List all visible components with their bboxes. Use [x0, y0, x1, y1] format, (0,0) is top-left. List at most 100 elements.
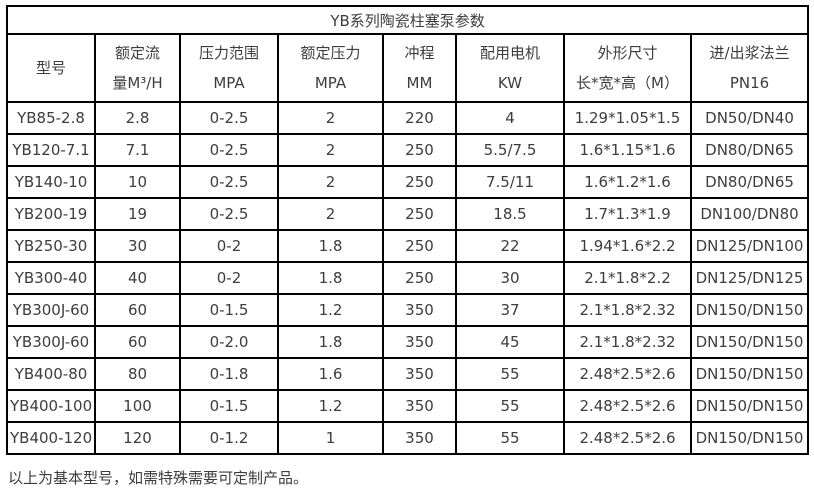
- table-row: YB140-10 10 0-2.5 2 250 7.5/11 1.6*1.2*1.6 DN80…: [6, 165, 810, 199]
- column-header-line: 额定流: [114, 44, 160, 62]
- column-header-model: 型号: [6, 33, 96, 103]
- column-header-pressure-range: 压力范围 MPA: [179, 33, 279, 103]
- cell-model: YB400-80: [6, 357, 96, 391]
- column-header-line: 型号: [35, 59, 66, 77]
- cell-pressure-range: 0-1.5: [179, 293, 279, 327]
- column-header-stroke: 冲程 MM: [382, 33, 457, 103]
- cell-rated-flow: 60: [94, 325, 181, 359]
- cell-rated-pressure: 2: [277, 101, 384, 135]
- cell-motor: 5.5/7.5: [455, 133, 565, 167]
- cell-dimensions: 2.1*1.8*2.32: [563, 325, 692, 359]
- cell-model: YB300J-60: [6, 293, 96, 327]
- cell-motor: 55: [455, 357, 565, 391]
- cell-rated-flow: 7.1: [94, 133, 181, 167]
- table-row: YB85-2.8 2.8 0-2.5 2 220 4 1.29*1.05*1.5 DN50/D…: [6, 101, 810, 135]
- pump-spec-table: YB系列陶瓷柱塞泵参数 型号 额定流 量M³/H 压力范围 MPA 额定压力 MPA 冲程 MM…: [5, 5, 810, 455]
- table-row: YB250-30 30 0-2 1.8 250 22 1.94*1.6*2.2 DN125/D…: [6, 229, 810, 263]
- column-header-line: PN16: [729, 74, 770, 92]
- column-header-line: 量M³/H: [112, 74, 163, 92]
- column-header-line: 额定压力: [300, 44, 361, 62]
- cell-rated-pressure: 1: [277, 421, 384, 455]
- cell-rated-pressure: 1.2: [277, 389, 384, 423]
- cell-stroke: 250: [382, 165, 457, 199]
- cell-rated-flow: 10: [94, 165, 181, 199]
- cell-rated-flow: 80: [94, 357, 181, 391]
- cell-model: YB300-40: [6, 261, 96, 295]
- cell-rated-pressure: 1.6: [277, 357, 384, 391]
- column-header-line: 冲程: [404, 44, 435, 62]
- cell-stroke: 250: [382, 197, 457, 231]
- cell-model: YB85-2.8: [6, 101, 96, 135]
- cell-flange: DN150/DN150: [689, 325, 810, 359]
- cell-stroke: 250: [382, 261, 457, 295]
- cell-model: YB400-100: [6, 389, 96, 423]
- cell-motor: 37: [455, 293, 565, 327]
- cell-dimensions: 1.7*1.3*1.9: [563, 197, 692, 231]
- column-header-line: 外形尺寸: [597, 44, 658, 62]
- cell-model: YB250-30: [6, 229, 96, 263]
- table-row: YB300J-60 60 0-2.0 1.8 350 45 2.1*1.8*2.32 DN15…: [6, 325, 810, 359]
- cell-dimensions: 2.48*2.5*2.6: [563, 389, 692, 423]
- cell-rated-flow: 2.8: [94, 101, 181, 135]
- cell-pressure-range: 0-1.8: [179, 357, 279, 391]
- cell-flange: DN80/DN65: [689, 133, 810, 167]
- cell-pressure-range: 0-2.5: [179, 101, 279, 135]
- cell-model: YB400-120: [6, 421, 96, 455]
- cell-rated-pressure: 1.8: [277, 325, 384, 359]
- cell-dimensions: 2.48*2.5*2.6: [563, 357, 692, 391]
- column-header-flange: 进/出浆法兰 PN16: [689, 33, 810, 103]
- cell-pressure-range: 0-2.5: [179, 165, 279, 199]
- column-header-line: 压力范围: [198, 44, 259, 62]
- cell-flange: DN125/DN125: [689, 261, 810, 295]
- table-row: YB400-120 120 0-1.2 1 350 55 2.48*2.5*2.6 DN150…: [6, 421, 810, 455]
- cell-rated-pressure: 2: [277, 133, 384, 167]
- cell-motor: 45: [455, 325, 565, 359]
- cell-motor: 22: [455, 229, 565, 263]
- cell-flange: DN150/DN150: [689, 357, 810, 391]
- cell-motor: 55: [455, 389, 565, 423]
- cell-stroke: 220: [382, 101, 457, 135]
- cell-rated-flow: 30: [94, 229, 181, 263]
- cell-stroke: 350: [382, 389, 457, 423]
- column-header-dimensions: 外形尺寸 长*宽*高（M）: [563, 33, 692, 103]
- cell-pressure-range: 0-2.5: [179, 133, 279, 167]
- cell-dimensions: 1.29*1.05*1.5: [563, 101, 692, 135]
- column-header-line: 配用电机: [479, 44, 540, 62]
- cell-flange: DN150/DN150: [689, 293, 810, 327]
- column-header-line: MM: [406, 74, 433, 92]
- cell-rated-pressure: 1.8: [277, 261, 384, 295]
- column-header-rated-pressure: 额定压力 MPA: [277, 33, 384, 103]
- table-footnote: 以上为基本型号，如需特殊需要可定制产品。: [8, 469, 309, 487]
- cell-pressure-range: 0-2.5: [179, 197, 279, 231]
- column-header-line: KW: [497, 74, 523, 92]
- cell-dimensions: 1.6*1.2*1.6: [563, 165, 692, 199]
- cell-flange: DN100/DN80: [689, 197, 810, 231]
- cell-pressure-range: 0-1.5: [179, 389, 279, 423]
- table-row: YB400-100 100 0-1.5 1.2 350 55 2.48*2.5*2.6 DN1…: [6, 389, 810, 423]
- cell-rated-flow: 60: [94, 293, 181, 327]
- cell-pressure-range: 0-2.0: [179, 325, 279, 359]
- cell-rated-pressure: 2: [277, 197, 384, 231]
- cell-flange: DN150/DN150: [689, 389, 810, 423]
- cell-motor: 7.5/11: [455, 165, 565, 199]
- cell-pressure-range: 0-2: [179, 261, 279, 295]
- cell-stroke: 350: [382, 357, 457, 391]
- cell-rated-pressure: 1.2: [277, 293, 384, 327]
- column-header-line: MPA: [213, 74, 245, 92]
- cell-dimensions: 2.48*2.5*2.6: [563, 421, 692, 455]
- cell-stroke: 250: [382, 133, 457, 167]
- cell-stroke: 350: [382, 325, 457, 359]
- cell-model: YB120-7.1: [6, 133, 96, 167]
- column-header-motor: 配用电机 KW: [455, 33, 565, 103]
- cell-rated-flow: 40: [94, 261, 181, 295]
- cell-pressure-range: 0-2: [179, 229, 279, 263]
- column-header-rated-flow: 额定流量M³/H: [94, 33, 181, 103]
- table-row: YB200-19 19 0-2.5 2 250 18.5 1.7*1.3*1.9 DN100/…: [6, 197, 810, 231]
- cell-dimensions: 2.1*1.8*2.32: [563, 293, 692, 327]
- cell-flange: DN80/DN65: [689, 165, 810, 199]
- cell-dimensions: 1.94*1.6*2.2: [563, 229, 692, 263]
- cell-stroke: 350: [382, 293, 457, 327]
- column-header-line: 进/出浆法兰: [709, 44, 790, 62]
- cell-motor: 4: [455, 101, 565, 135]
